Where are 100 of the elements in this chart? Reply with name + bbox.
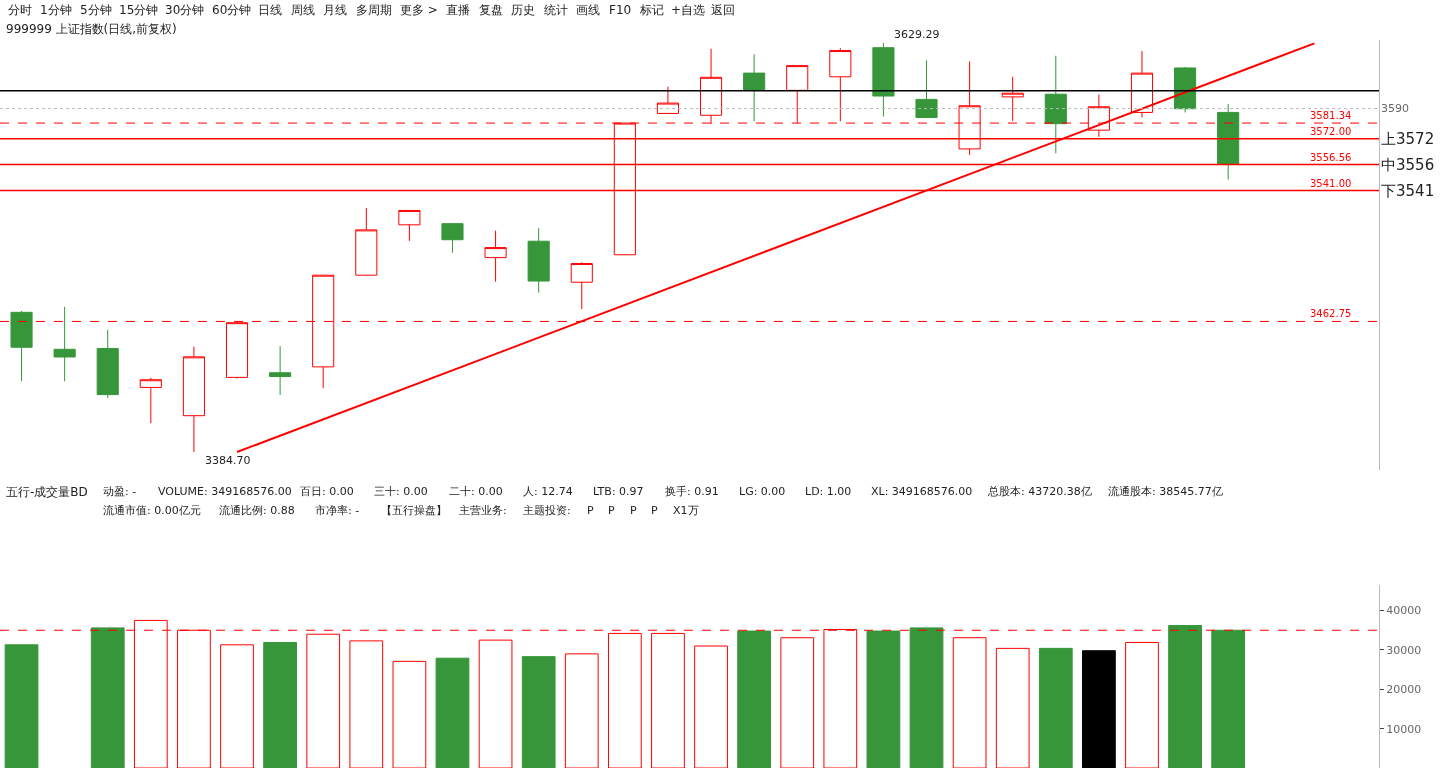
- text: 人: 12.74: [523, 485, 573, 498]
- bar: [1038, 647, 1073, 768]
- ref-line-label: 3572.00: [1310, 126, 1352, 137]
- bar: [651, 632, 685, 768]
- candlestick: [484, 230, 507, 283]
- ref-line-label: 3462.75: [1310, 308, 1352, 319]
- text: 5分钟: [80, 3, 112, 17]
- y-tick-label: 30000: [1386, 643, 1422, 657]
- text: 流通比例: 0.88: [219, 504, 295, 517]
- candlestick: [829, 47, 852, 122]
- bar: [1082, 650, 1116, 768]
- bar: [4, 644, 39, 768]
- bar: [349, 640, 384, 768]
- text: LD: 1.00: [805, 485, 852, 498]
- candlestick: [1044, 55, 1067, 154]
- y-tick-label: 10000: [1386, 722, 1422, 736]
- text: XL: 349168576.00: [871, 485, 973, 498]
- text: P: [651, 504, 658, 517]
- candlestick: [527, 227, 550, 294]
- text: 下3541: [1381, 182, 1435, 200]
- text: 流通股本: 38545.77亿: [1108, 485, 1223, 498]
- bar: [780, 637, 815, 768]
- text: 周线: [291, 3, 315, 17]
- text: P: [608, 504, 615, 517]
- text: 3629.29: [894, 28, 940, 41]
- text: 总股本: 43720.38亿: [987, 485, 1092, 498]
- candlestick: [1130, 50, 1154, 118]
- text: 三十: 0.00: [374, 485, 428, 498]
- text: 返回: [711, 3, 735, 17]
- bar: [220, 644, 254, 768]
- bar: [435, 657, 470, 768]
- text: X1万: [673, 504, 699, 517]
- text: 流通市值: 0.00亿元: [103, 504, 201, 517]
- candlestick: [872, 42, 895, 118]
- bar: [521, 656, 556, 768]
- text: LTB: 0.97: [593, 485, 644, 498]
- bar: [1125, 641, 1159, 768]
- text: 画线: [576, 3, 600, 17]
- text: 换手: 0.91: [665, 485, 719, 498]
- text: 直播: [446, 3, 470, 17]
- candlestick: [570, 261, 593, 310]
- text: 百日: 0.00: [300, 485, 354, 498]
- chart-title: 999999 上证指数(日线,前复权): [6, 22, 177, 36]
- candlestick: [355, 207, 378, 276]
- text: LG: 0.00: [739, 485, 786, 498]
- candlestick: [656, 86, 680, 114]
- candlestick: [10, 310, 33, 382]
- candlestick: [1174, 66, 1197, 113]
- text: 上3572: [1381, 130, 1435, 148]
- text: 统计: [544, 3, 568, 17]
- bar: [866, 630, 901, 768]
- text: VOLUME: 349168576.00: [158, 485, 292, 498]
- text: 15分钟: [119, 3, 159, 17]
- candlestick: [269, 345, 292, 396]
- ref-line-label: 3556.56: [1310, 152, 1352, 163]
- candlestick: [441, 223, 464, 254]
- ref-line-label: 3581.34: [1310, 110, 1352, 121]
- text: 日线: [258, 3, 282, 17]
- text: 月线: [323, 3, 347, 17]
- text: 市净率: -: [315, 504, 360, 517]
- candlestick: [1217, 103, 1240, 181]
- text: 60分钟: [212, 3, 252, 17]
- bar: [995, 647, 1030, 768]
- text: 【五行操盘】: [381, 504, 447, 517]
- text: 二十: 0.00: [449, 485, 503, 498]
- text: 复盘: [479, 3, 503, 17]
- text: 历史: [511, 3, 535, 17]
- bar: [478, 639, 513, 768]
- candlestick: [743, 53, 766, 122]
- text: 动盈: -: [103, 485, 137, 498]
- text: 主营业务:: [459, 504, 507, 517]
- bar: [694, 645, 728, 768]
- text: P: [587, 504, 594, 517]
- bar: [90, 627, 125, 768]
- text: 中3556: [1381, 156, 1435, 174]
- text: 1分钟: [40, 3, 72, 17]
- candlestick: [915, 59, 938, 118]
- bar: [392, 660, 427, 768]
- bar: [607, 632, 642, 768]
- bar: [909, 627, 944, 768]
- text: 标记: [639, 3, 664, 17]
- text: 多周期: [356, 3, 392, 17]
- candlestick: [53, 306, 76, 382]
- text: F10: [609, 3, 632, 17]
- text: P: [630, 504, 637, 517]
- bar: [1168, 625, 1202, 768]
- bar: [263, 641, 297, 768]
- bar: [737, 630, 772, 768]
- text: 30分钟: [165, 3, 205, 17]
- y-tick-label: 20000: [1386, 683, 1422, 697]
- text: +自选: [671, 3, 706, 17]
- text: 3590: [1381, 102, 1409, 115]
- chart-title: 五行-成交量BD: [6, 485, 88, 499]
- bar: [564, 653, 599, 768]
- candlestick: [96, 329, 119, 399]
- text: 主题投资:: [523, 504, 571, 517]
- bar: [952, 637, 987, 768]
- candlestick: [139, 377, 162, 424]
- candlestick: [182, 346, 205, 453]
- ref-line-label: 3541.00: [1310, 178, 1352, 189]
